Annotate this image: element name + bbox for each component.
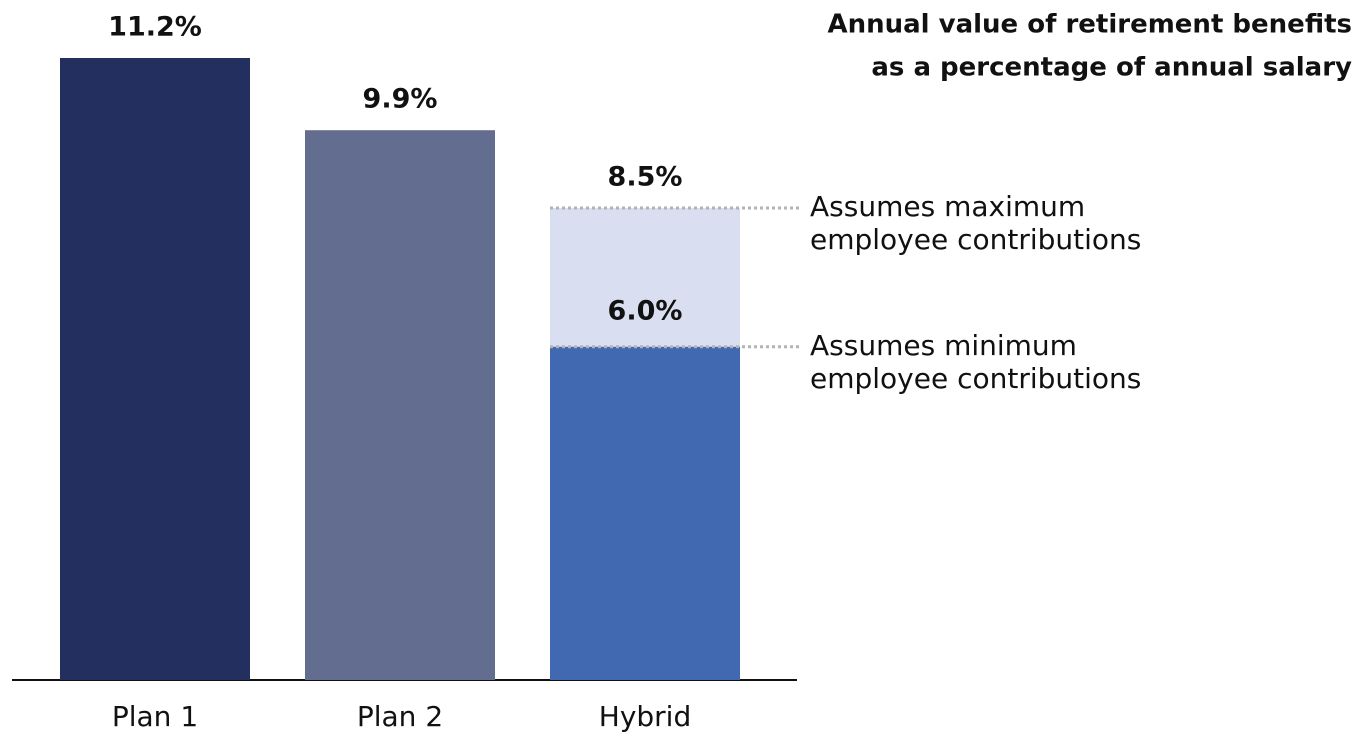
- annotation: employee contributions: [810, 223, 1141, 256]
- chart-title: Annual value of retirement benefits: [827, 10, 1352, 40]
- value-label: 6.0%: [608, 295, 683, 326]
- value-label: 9.9%: [363, 84, 438, 115]
- annotation: Assumes minimum: [810, 329, 1077, 362]
- x-tick-label: Plan 2: [357, 700, 443, 733]
- bar: [550, 346, 740, 680]
- value-label: 8.5%: [608, 161, 683, 192]
- value-label: 11.2%: [108, 12, 202, 43]
- chart-title: as a percentage of annual salary: [871, 53, 1352, 83]
- annotation: employee contributions: [810, 362, 1141, 395]
- x-tick-label: Plan 1: [112, 700, 198, 733]
- x-tick-label: Hybrid: [599, 700, 691, 733]
- annotation: Assumes maximum: [810, 190, 1085, 223]
- bar: [305, 130, 495, 681]
- bar: [60, 58, 250, 680]
